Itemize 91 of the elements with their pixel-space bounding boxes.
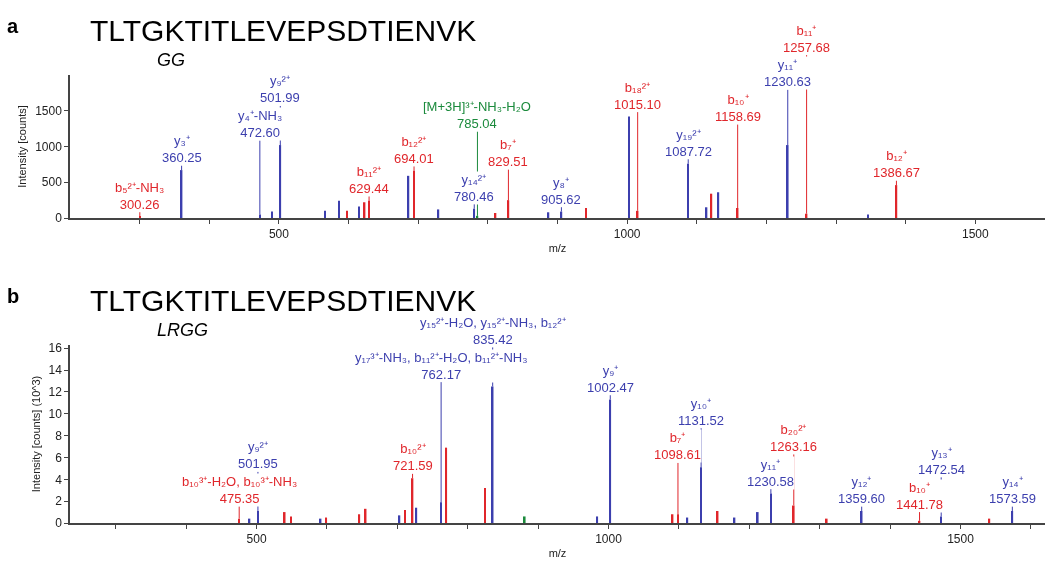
x-tick-label: 500 xyxy=(268,227,290,242)
bar xyxy=(609,399,612,523)
bar xyxy=(523,516,526,523)
bar xyxy=(271,211,273,218)
annotation: y₄⁺-NH₃ 472.60 xyxy=(238,108,283,140)
annotation: b₁₀⁺ 1158.69 xyxy=(715,92,762,124)
text: LRGG xyxy=(157,320,209,340)
y-tick-label: 1000 xyxy=(35,139,63,154)
bar xyxy=(756,512,759,523)
annotation: y₉²⁺ 501.99 xyxy=(260,73,300,105)
bar xyxy=(368,200,370,218)
annotation: b₁₈²⁺ 1015.10 xyxy=(614,80,661,112)
annotation: b₅²⁺-NH₃ 300.26 xyxy=(115,180,165,212)
y-tick-label: 0 xyxy=(55,516,63,531)
bar xyxy=(1011,510,1014,523)
bar xyxy=(398,515,401,523)
annotation: y₁₃⁺ 1472.54 xyxy=(918,445,965,477)
bar xyxy=(325,517,328,523)
bar xyxy=(867,214,869,218)
annotation: y₁₅²⁺-H₂O, y₁₅²⁺-NH₃, b₁₂²⁺ 835.42 xyxy=(420,315,566,347)
x-tick-label: 1500 xyxy=(962,227,990,242)
y-tick-label: 4 xyxy=(55,472,63,487)
annotation: y₉²⁺ 501.95 xyxy=(238,439,278,471)
annotation: b₁₁⁺ 1257.68 xyxy=(783,23,830,55)
bar xyxy=(770,493,772,523)
annotation: b₂₀²⁺ 1263.16 xyxy=(770,422,817,454)
bar xyxy=(415,507,418,523)
x-axis-title: m/z xyxy=(548,241,567,254)
annotation: [M+3H]³⁺-NH₃-H₂O 785.04 xyxy=(423,99,531,131)
annotation: b₁₀⁺ 1441.78 xyxy=(896,480,943,512)
bar xyxy=(290,516,292,523)
bar xyxy=(473,208,476,218)
bar xyxy=(404,509,406,523)
annotation: b₁₀²⁺ 721.59 xyxy=(393,441,433,473)
annotation: y₁₁⁺ 1230.58 xyxy=(747,457,794,489)
annotation: y₈⁺ 905.62 xyxy=(541,175,581,207)
y-tick-label: 500 xyxy=(41,175,63,190)
chart-title: TLTGKTITLEVEPSDTIENVK xyxy=(90,14,477,47)
y-axis-title: Intensity [counts] xyxy=(16,105,29,188)
annotation: b₇⁺ 1098.61 xyxy=(654,430,701,462)
chart-title: TLTGKTITLEVEPSDTIENVK xyxy=(90,284,477,317)
annotation: y₉⁺ 1002.47 xyxy=(587,363,634,395)
x-tick-label: 500 xyxy=(246,532,267,547)
y-tick-label: 16 xyxy=(48,341,63,356)
bar xyxy=(358,514,361,523)
y-tick-label: 12 xyxy=(48,385,63,400)
text: a xyxy=(7,15,19,37)
y-tick-label: 8 xyxy=(55,428,63,443)
x-tick-label: 1000 xyxy=(613,227,641,242)
bar xyxy=(338,200,340,218)
annotation: y₃⁺ 360.25 xyxy=(162,133,202,165)
x-tick-label: 1500 xyxy=(947,532,975,547)
bar xyxy=(283,512,286,523)
annotation: y₁₄⁺ 1573.59 xyxy=(989,474,1036,506)
x-axis-title: m/z xyxy=(548,546,567,559)
bar xyxy=(596,516,599,523)
bar xyxy=(324,210,326,218)
text: b xyxy=(7,285,20,307)
bar xyxy=(717,192,720,218)
bar xyxy=(346,210,348,218)
y-tick-label: 2 xyxy=(55,494,63,509)
annotation: b₁₁²⁺ 629.44 xyxy=(349,164,389,196)
annotation: b₇⁺ 829.51 xyxy=(488,137,528,169)
bar xyxy=(825,518,828,523)
annotation: y₁₁⁺ 1230.63 xyxy=(764,57,811,89)
annotation: b₁₀³⁺-H₂O, b₁₀³⁺-NH₃ 475.35 xyxy=(182,474,298,506)
bar xyxy=(547,212,550,218)
bar xyxy=(484,488,486,523)
y-axis-title: Intensity [counts] (10^3) xyxy=(29,375,42,493)
bar xyxy=(413,170,415,218)
annotation: b₁₂²⁺ 694.01 xyxy=(394,134,434,166)
text: GG xyxy=(157,50,186,70)
annotation: y₁₂⁺ 1359.60 xyxy=(838,474,885,506)
y-tick-label: 14 xyxy=(48,363,63,378)
bar xyxy=(358,206,360,218)
annotation: y₁₉²⁺ 1087.72 xyxy=(665,127,712,159)
bar xyxy=(687,163,690,218)
annotation: y₁₄²⁺ 780.46 xyxy=(454,172,494,204)
annotation: y₁₀⁺ 1131.52 xyxy=(678,396,725,428)
y-tick-label: 0 xyxy=(55,211,63,226)
bar xyxy=(895,185,898,218)
bar xyxy=(585,207,587,218)
x-tick-label: 1000 xyxy=(595,532,623,547)
y-tick-label: 6 xyxy=(55,450,63,465)
bar xyxy=(628,116,630,218)
y-tick-label: 1500 xyxy=(35,103,63,118)
annotation: y₁₇³⁺-NH₃, b₁₁²⁺-H₂O, b₁₁²⁺-NH₃ 762.17 xyxy=(355,350,528,382)
bar xyxy=(445,447,448,523)
y-tick-label: 10 xyxy=(48,407,63,421)
bar xyxy=(437,209,440,218)
annotation: b₁₂⁺ 1386.67 xyxy=(873,148,920,180)
